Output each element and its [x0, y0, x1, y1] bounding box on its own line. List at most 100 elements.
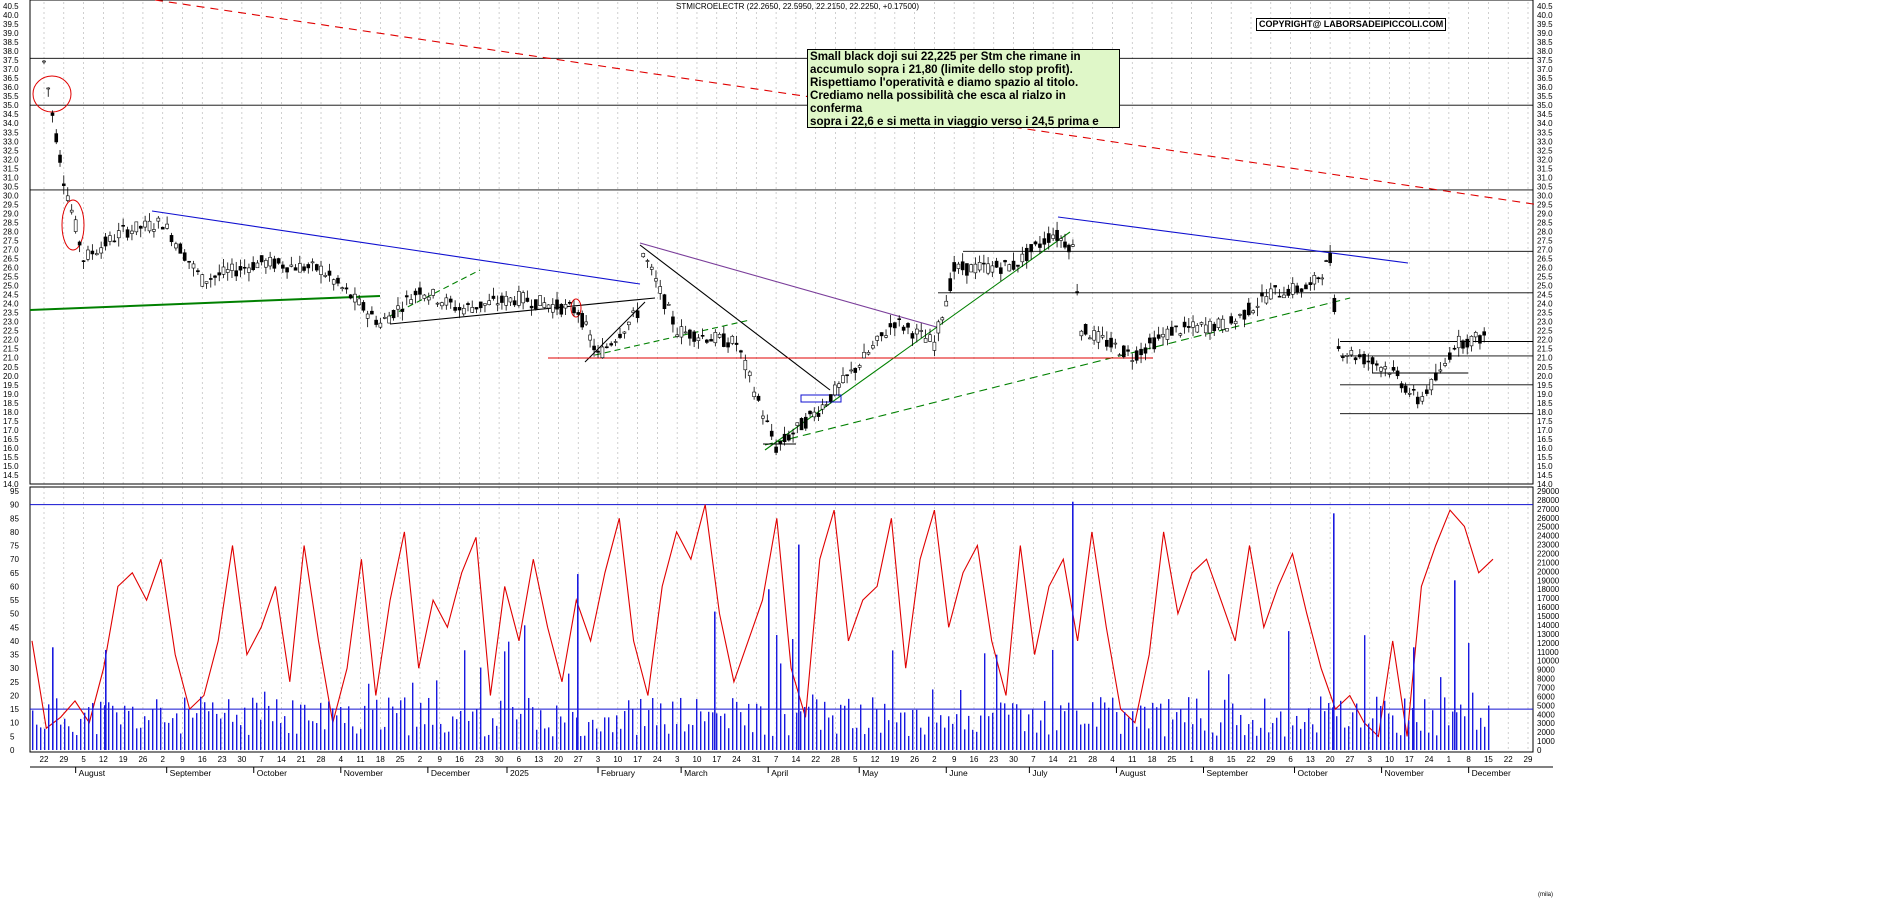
x-tick-label: 17 — [1405, 755, 1414, 764]
candle-body — [888, 323, 893, 328]
candle-body — [58, 154, 62, 163]
volume-bar — [1144, 706, 1146, 750]
candle-body — [534, 299, 538, 310]
x-tick-label: 26 — [138, 755, 147, 764]
candle-body — [752, 391, 756, 397]
volume-bar — [196, 713, 198, 750]
volume-bar — [568, 673, 570, 750]
candle-body — [251, 262, 255, 271]
volume-tick-label: 28000 — [1537, 496, 1560, 505]
candle-body — [306, 264, 311, 269]
volume-bar — [368, 683, 370, 750]
volume-bar — [1196, 698, 1198, 750]
x-tick-label: 18 — [376, 755, 385, 764]
x-tick-label: 28 — [317, 755, 326, 764]
candle-body — [285, 267, 289, 273]
volume-bar — [1300, 728, 1302, 750]
x-tick-label: 3 — [1367, 755, 1372, 764]
volume-bar — [1488, 705, 1490, 750]
candle-body — [264, 260, 268, 268]
y-tick-label-left: 23.5 — [3, 309, 19, 318]
candle-body — [1071, 244, 1075, 247]
volume-bar — [1388, 713, 1390, 750]
volume-bar — [220, 718, 222, 750]
candle-body — [546, 304, 551, 309]
volume-bar — [336, 715, 338, 750]
volume-bar — [92, 702, 94, 750]
candle-body — [1255, 305, 1260, 308]
volume-bar — [376, 699, 378, 750]
month-label: October — [257, 768, 287, 778]
candle-body — [1229, 316, 1233, 324]
volume-bar — [1216, 735, 1218, 750]
y-tick-label-left: 40.5 — [3, 2, 19, 11]
volume-bar — [384, 726, 386, 750]
volume-bar — [48, 704, 50, 750]
candle-body — [977, 262, 982, 271]
candle-body — [1425, 389, 1429, 394]
volume-bar — [400, 700, 402, 750]
volume-bar — [40, 727, 42, 750]
candle-body — [387, 315, 391, 324]
green-dashed-line — [389, 269, 481, 317]
candle-body — [1246, 302, 1251, 316]
oscillator-tick-label: 0 — [10, 746, 15, 755]
candle-body — [1328, 253, 1332, 264]
y-tick-label-left: 21.5 — [3, 345, 19, 354]
volume-bar — [1328, 703, 1330, 750]
candle-body — [631, 310, 636, 313]
x-tick-label: 15 — [1484, 755, 1493, 764]
x-tick-label: 23 — [475, 755, 484, 764]
candle-body — [221, 266, 226, 275]
volume-bar — [1456, 712, 1458, 750]
volume-bar — [408, 735, 410, 750]
volume-bar — [1356, 703, 1358, 750]
candle-body — [457, 307, 462, 311]
candle-body — [1079, 330, 1084, 337]
candle-body — [605, 346, 609, 349]
candle-body — [327, 270, 332, 276]
candle-body — [1290, 283, 1295, 295]
candle-body — [391, 310, 396, 319]
volume-bar — [420, 702, 422, 750]
candle-body — [108, 235, 112, 242]
candle-body — [230, 263, 234, 271]
volume-bar — [1376, 696, 1378, 750]
y-tick-label-right: 31.5 — [1537, 164, 1553, 173]
volume-bar — [556, 705, 558, 750]
volume-bar — [1412, 708, 1414, 750]
candle-body — [504, 295, 508, 306]
candle-body — [833, 384, 837, 396]
analysis-note: Small black doji sui 22,225 per Stm che … — [807, 49, 1120, 128]
volume-bar — [248, 734, 250, 750]
candle-body — [422, 294, 427, 299]
volume-bar — [960, 689, 962, 750]
x-tick-label: 28 — [1088, 755, 1097, 764]
volume-bar — [772, 735, 774, 750]
y-tick-label-left: 25.5 — [3, 273, 19, 282]
candle-body — [1438, 369, 1443, 372]
candle-body — [1233, 320, 1238, 325]
candle-body — [671, 316, 675, 325]
volume-bar — [472, 711, 474, 750]
volume-bar — [144, 716, 146, 750]
volume-bar — [332, 708, 334, 750]
candle-body — [348, 294, 353, 299]
volume-bar — [1460, 704, 1462, 750]
volume-bar — [1368, 723, 1370, 750]
volume-bar — [1084, 723, 1086, 750]
candle-body — [901, 326, 906, 331]
candle-body — [1203, 324, 1208, 334]
volume-bar — [1176, 712, 1178, 750]
volume-bar — [232, 721, 234, 750]
volume-bar — [1276, 717, 1278, 750]
y-tick-label-left: 24.5 — [3, 291, 19, 300]
x-tick-label: 25 — [396, 755, 405, 764]
volume-bar — [552, 736, 554, 750]
candle-body — [1109, 337, 1113, 348]
y-tick-label-left: 33.5 — [3, 128, 19, 137]
volume-bar — [684, 731, 686, 750]
y-tick-label-right: 22.5 — [1537, 327, 1553, 336]
x-tick-label: 11 — [356, 755, 365, 764]
